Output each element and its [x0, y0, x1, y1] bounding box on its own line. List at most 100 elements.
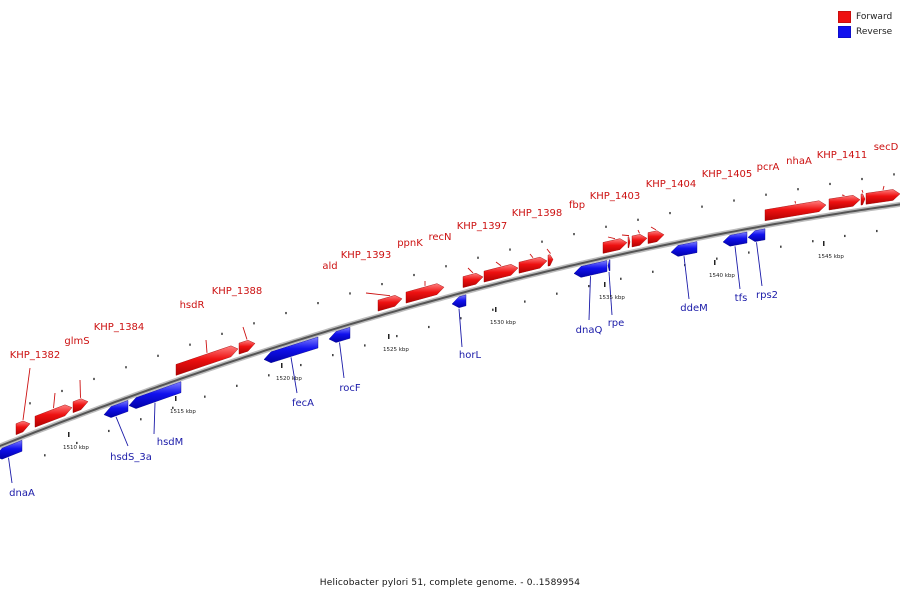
gene-label-hsdS_3a[interactable]: hsdS_3a: [110, 452, 152, 463]
kbp-scale-label: 1535 kbp: [599, 295, 625, 301]
gene-label-KHP_1397[interactable]: KHP_1397: [457, 221, 508, 232]
gene-arrow-ald[interactable]: [377, 295, 403, 312]
minor-tick: [524, 300, 526, 303]
gene-label-ppnK[interactable]: ppnK: [397, 238, 423, 249]
minor-tick: [620, 277, 622, 280]
minor-tick: [285, 311, 287, 315]
gene-arrow-nhaA[interactable]: [828, 195, 861, 211]
gene-label-nhaA[interactable]: nhaA: [786, 156, 812, 167]
major-tick: [823, 241, 825, 246]
gene-arrow-fecA[interactable]: [263, 336, 319, 364]
gene-arrow-KHP_1388[interactable]: [238, 339, 256, 355]
gene-arrow-KHP_1405[interactable]: [647, 230, 665, 244]
gene-arrow-tfs[interactable]: [722, 231, 748, 247]
minor-tick: [637, 218, 639, 221]
gene-arrow-KHP_1393[interactable]: [405, 283, 445, 304]
gene-label-KHP_1405[interactable]: KHP_1405: [702, 169, 753, 180]
gene-label-KHP_1398[interactable]: KHP_1398: [512, 208, 563, 219]
gene-arrow-KHP_1403[interactable]: [627, 236, 631, 249]
gene-label-KHP_1382[interactable]: KHP_1382: [10, 350, 61, 361]
gene-arrow-glmS[interactable]: [34, 404, 73, 428]
gene-arrow-KHP_1382[interactable]: [15, 420, 31, 435]
gene-arrow-rocF[interactable]: [328, 327, 351, 343]
gene-arrow-hsdS_3a[interactable]: [103, 400, 129, 418]
gene-label-pcrA[interactable]: pcrA: [757, 162, 780, 173]
leader-line-KHP_1382: [22, 367, 31, 420]
gene-label-rocF[interactable]: rocF: [339, 383, 361, 394]
minor-tick: [93, 377, 95, 381]
reverse-swatch: [838, 25, 851, 38]
gene-arrow-hsdM[interactable]: [128, 381, 182, 409]
gene-label-KHP_1388[interactable]: KHP_1388: [212, 286, 263, 297]
minor-tick: [460, 317, 462, 320]
leader-line-KHP_1398: [546, 248, 551, 254]
gene-arrow-dnaA[interactable]: [0, 440, 23, 460]
major-tick: [388, 334, 390, 339]
leader-line-dnaQ: [588, 276, 591, 321]
leader-line-KHP_1388: [242, 326, 248, 340]
gene-arrow-KHP_1404[interactable]: [631, 234, 648, 248]
gene-label-recN[interactable]: recN: [428, 232, 451, 243]
gene-label-dnaA[interactable]: dnaA: [9, 488, 35, 499]
genome-backbone: [0, 203, 900, 448]
gene-arrow-horL[interactable]: [451, 294, 467, 308]
genome-caption: Helicobacter pylori 51, complete genome.…: [319, 578, 581, 588]
legend-reverse-label: Reverse: [856, 26, 893, 37]
minor-tick: [413, 273, 415, 277]
gene-label-horL[interactable]: horL: [459, 350, 482, 361]
minor-tick: [748, 251, 750, 254]
gene-label-secD[interactable]: secD: [874, 142, 899, 153]
gene-arrow-rps2[interactable]: [747, 228, 766, 242]
minor-tick: [172, 406, 174, 409]
minor-tick: [492, 308, 494, 311]
leader-line-fecA: [290, 357, 298, 394]
gene-label-KHP_1384[interactable]: KHP_1384: [94, 322, 145, 333]
leader-line-KHP_1403: [621, 234, 630, 237]
gene-arrow-secD[interactable]: [865, 189, 900, 205]
minor-tick: [157, 354, 159, 357]
gene-label-hsdR[interactable]: hsdR: [180, 300, 205, 311]
minor-tick: [477, 256, 479, 259]
gene-arrow-fbp[interactable]: [602, 238, 628, 254]
gene-label-fecA[interactable]: fecA: [292, 398, 314, 409]
gene-label-rps2[interactable]: rps2: [756, 290, 778, 301]
leader-line-nhaA: [841, 194, 845, 197]
gene-arrow-KHP_1397[interactable]: [518, 256, 548, 274]
minor-tick: [396, 334, 398, 338]
gene-arrow-KHP_1411[interactable]: [860, 193, 866, 206]
gene-label-ddeM[interactable]: ddeM: [680, 303, 707, 314]
minor-tick: [108, 429, 110, 433]
gene-label-KHP_1404[interactable]: KHP_1404: [646, 179, 697, 190]
leader-line-KHP_1384: [79, 379, 81, 398]
gene-label-hsdM[interactable]: hsdM: [157, 437, 184, 448]
legend: Forward Reverse: [838, 9, 892, 39]
gene-arrow-KHP_1384[interactable]: [72, 398, 89, 413]
leader-line-KHP_1405: [650, 226, 657, 231]
gene-label-KHP_1411[interactable]: KHP_1411: [817, 150, 868, 161]
gene-arrow-KHP_1398[interactable]: [547, 254, 554, 267]
kbp-scale-label: 1545 kbp: [818, 254, 844, 260]
gene-arrow-ppnK[interactable]: [462, 272, 484, 288]
gene-arrow-hsdR[interactable]: [175, 345, 239, 376]
kbp-scale-label: 1520 kbp: [276, 376, 302, 382]
gene-label-ald[interactable]: ald: [322, 261, 337, 272]
minor-tick: [253, 322, 255, 325]
legend-reverse: Reverse: [838, 24, 892, 39]
gene-arrow-recN[interactable]: [483, 264, 519, 283]
gene-label-rpe[interactable]: rpe: [608, 318, 625, 329]
major-tick: [68, 432, 70, 437]
gene-arrow-rpe[interactable]: [607, 259, 611, 272]
legend-forward-label: Forward: [856, 11, 893, 22]
gene-label-KHP_1393[interactable]: KHP_1393: [341, 250, 392, 261]
gene-label-tfs[interactable]: tfs: [735, 293, 748, 304]
gene-arrow-dnaQ[interactable]: [573, 260, 608, 278]
gene-label-fbp[interactable]: fbp: [569, 200, 585, 211]
minor-tick: [716, 257, 718, 260]
minor-tick: [44, 454, 46, 457]
gene-label-KHP_1403[interactable]: KHP_1403: [590, 191, 641, 202]
gene-arrow-pcrA[interactable]: [764, 200, 827, 222]
gene-label-glmS[interactable]: glmS: [64, 336, 89, 347]
gene-arrow-ddeM[interactable]: [670, 241, 698, 257]
minor-tick: [428, 325, 430, 329]
gene-label-dnaQ[interactable]: dnaQ: [576, 325, 603, 336]
